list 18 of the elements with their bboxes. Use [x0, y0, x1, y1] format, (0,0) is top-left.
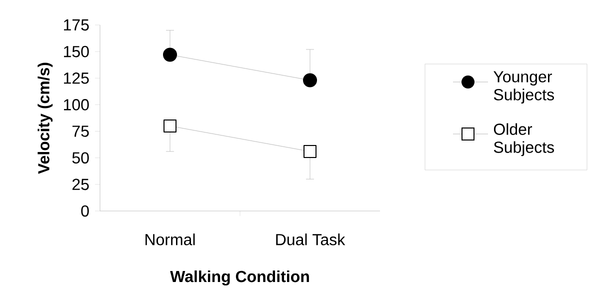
y-tick-label: 25: [72, 178, 89, 190]
y-tick-label: 0: [81, 205, 89, 217]
x-tick-label: Dual Task: [276, 234, 346, 246]
legend-label: Younger Subjects: [494, 71, 554, 104]
legend-label: Older Subjects: [494, 123, 554, 156]
y-tick-label: 75: [72, 126, 89, 137]
point: [303, 73, 317, 88]
point: [164, 119, 177, 132]
y-tick-label: 125: [64, 72, 89, 84]
y-tick-label: 175: [64, 19, 89, 31]
point: [163, 48, 178, 62]
x-axis-title: Walking Condition: [170, 270, 309, 286]
y-tick-label: 150: [64, 46, 89, 58]
y-axis-title: Velocity (cm/s): [38, 62, 53, 174]
y-tick-label: 100: [64, 99, 89, 110]
y-tick-label: 50: [72, 152, 89, 164]
x-tick-label: Normal: [146, 234, 195, 246]
point: [304, 144, 316, 158]
